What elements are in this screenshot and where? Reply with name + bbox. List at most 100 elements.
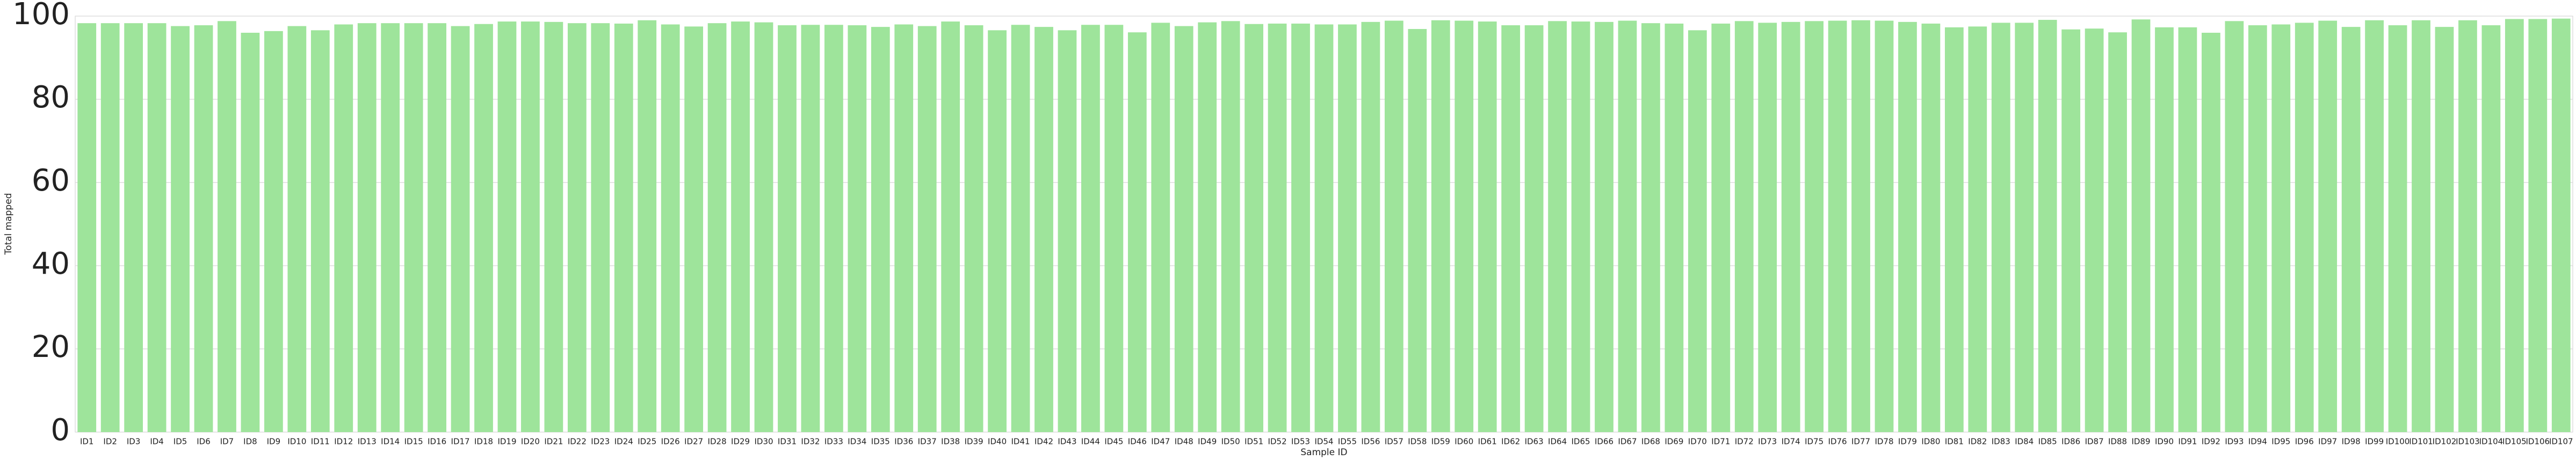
bar (1991, 23, 2010, 432)
x-tick-label: ID35 (871, 437, 890, 447)
bar (1665, 23, 1684, 432)
bar (1011, 25, 1030, 432)
bar (2318, 20, 2338, 432)
x-tick-label: ID101 (2409, 437, 2433, 447)
x-tick-label: ID79 (1898, 437, 1917, 447)
x-tick-label: ID80 (1921, 437, 1940, 447)
bar (1781, 21, 1800, 433)
x-tick-label: ID78 (1875, 437, 1893, 447)
bar (381, 23, 400, 433)
bar (1221, 21, 1240, 433)
x-tick-label: ID65 (1572, 437, 1590, 447)
bar (2458, 20, 2477, 432)
y-axis-label: Total mapped (3, 193, 14, 255)
x-tick-label: ID107 (2549, 437, 2573, 447)
bar (544, 21, 563, 433)
bar (2038, 19, 2057, 433)
x-tick-label: ID60 (1455, 437, 1473, 447)
x-tick-label: ID33 (824, 437, 843, 447)
bar (567, 23, 587, 433)
x-tick-label: ID27 (684, 437, 703, 447)
bar (2412, 20, 2430, 432)
bar (1127, 32, 1147, 433)
bar (1431, 20, 1450, 432)
bar (171, 26, 190, 433)
bar (2108, 32, 2127, 433)
x-tick-label: ID104 (2479, 437, 2503, 447)
bar (1734, 21, 1754, 433)
x-tick-label: ID10 (287, 437, 306, 447)
x-tick-label: ID40 (988, 437, 1007, 447)
bar (1618, 20, 1637, 432)
x-tick-label: ID15 (404, 437, 423, 447)
bar (1805, 21, 1824, 433)
x-tick-label: ID18 (474, 437, 493, 447)
bar (1198, 22, 1217, 432)
bar (591, 23, 610, 433)
bar (77, 23, 97, 433)
x-tick-label: ID99 (2365, 437, 2384, 447)
bar (1361, 21, 1380, 433)
bar (1268, 23, 1287, 432)
bar (404, 23, 423, 433)
x-tick-label: ID22 (568, 437, 587, 447)
x-tick-label: ID14 (381, 437, 400, 447)
x-tick-label: ID42 (1034, 437, 1053, 447)
bar (1758, 23, 1777, 432)
bar (1524, 25, 1544, 433)
bar (778, 25, 797, 433)
x-tick-label: ID45 (1104, 437, 1123, 447)
x-tick-label: ID36 (894, 437, 913, 447)
bar (2365, 20, 2384, 432)
x-tick-label: ID92 (2202, 437, 2220, 447)
y-tick-label: 0 (50, 413, 70, 448)
bar (2271, 24, 2291, 432)
bar (1641, 23, 1660, 433)
bar (871, 27, 890, 432)
bar (1455, 20, 1474, 432)
x-tick-label: ID89 (2131, 437, 2150, 447)
x-tick-label: ID95 (2271, 437, 2290, 447)
bar (2505, 19, 2524, 433)
bar (1944, 27, 1964, 433)
bar (218, 21, 236, 433)
x-tick-label: ID41 (1011, 437, 1030, 447)
bar (357, 23, 377, 433)
x-tick-label: ID28 (708, 437, 727, 447)
x-tick-label: ID70 (1688, 437, 1707, 447)
x-tick-label: ID72 (1735, 437, 1754, 447)
x-tick-label: ID77 (1851, 437, 1870, 447)
x-tick-label: ID32 (801, 437, 820, 447)
bar (2551, 18, 2571, 432)
x-tick-label: ID20 (521, 437, 540, 447)
x-tick-label: ID24 (614, 437, 633, 447)
x-tick-label: ID64 (1548, 437, 1567, 447)
x-tick-label: ID13 (358, 437, 377, 447)
bar (2061, 29, 2081, 433)
x-tick-label: ID93 (2225, 437, 2244, 447)
x-tick-label: ID9 (267, 437, 281, 447)
bar (638, 20, 657, 432)
x-tick-label: ID71 (1711, 437, 1730, 447)
bar (334, 24, 353, 432)
bar (2435, 27, 2454, 432)
x-tick-label: ID69 (1665, 437, 1683, 447)
x-tick-label: ID21 (544, 437, 563, 447)
bar (1151, 23, 1170, 432)
y-tick-label: 40 (32, 246, 70, 281)
bar (614, 23, 633, 432)
x-tick-label: ID100 (2386, 437, 2410, 447)
x-tick-label: ID38 (941, 437, 960, 447)
x-tick-label: ID94 (2248, 437, 2267, 447)
bar (2178, 27, 2197, 433)
x-tick-label: ID31 (778, 437, 797, 447)
x-tick-label: ID73 (1758, 437, 1777, 447)
x-tick-label: ID16 (428, 437, 446, 447)
bar (521, 21, 540, 432)
bar (2248, 25, 2267, 433)
x-tick-label: ID63 (1525, 437, 1544, 447)
bar (287, 26, 307, 433)
bar (1338, 24, 1357, 432)
x-tick-label: ID49 (1198, 437, 1217, 447)
x-tick-label: ID106 (2526, 437, 2550, 447)
